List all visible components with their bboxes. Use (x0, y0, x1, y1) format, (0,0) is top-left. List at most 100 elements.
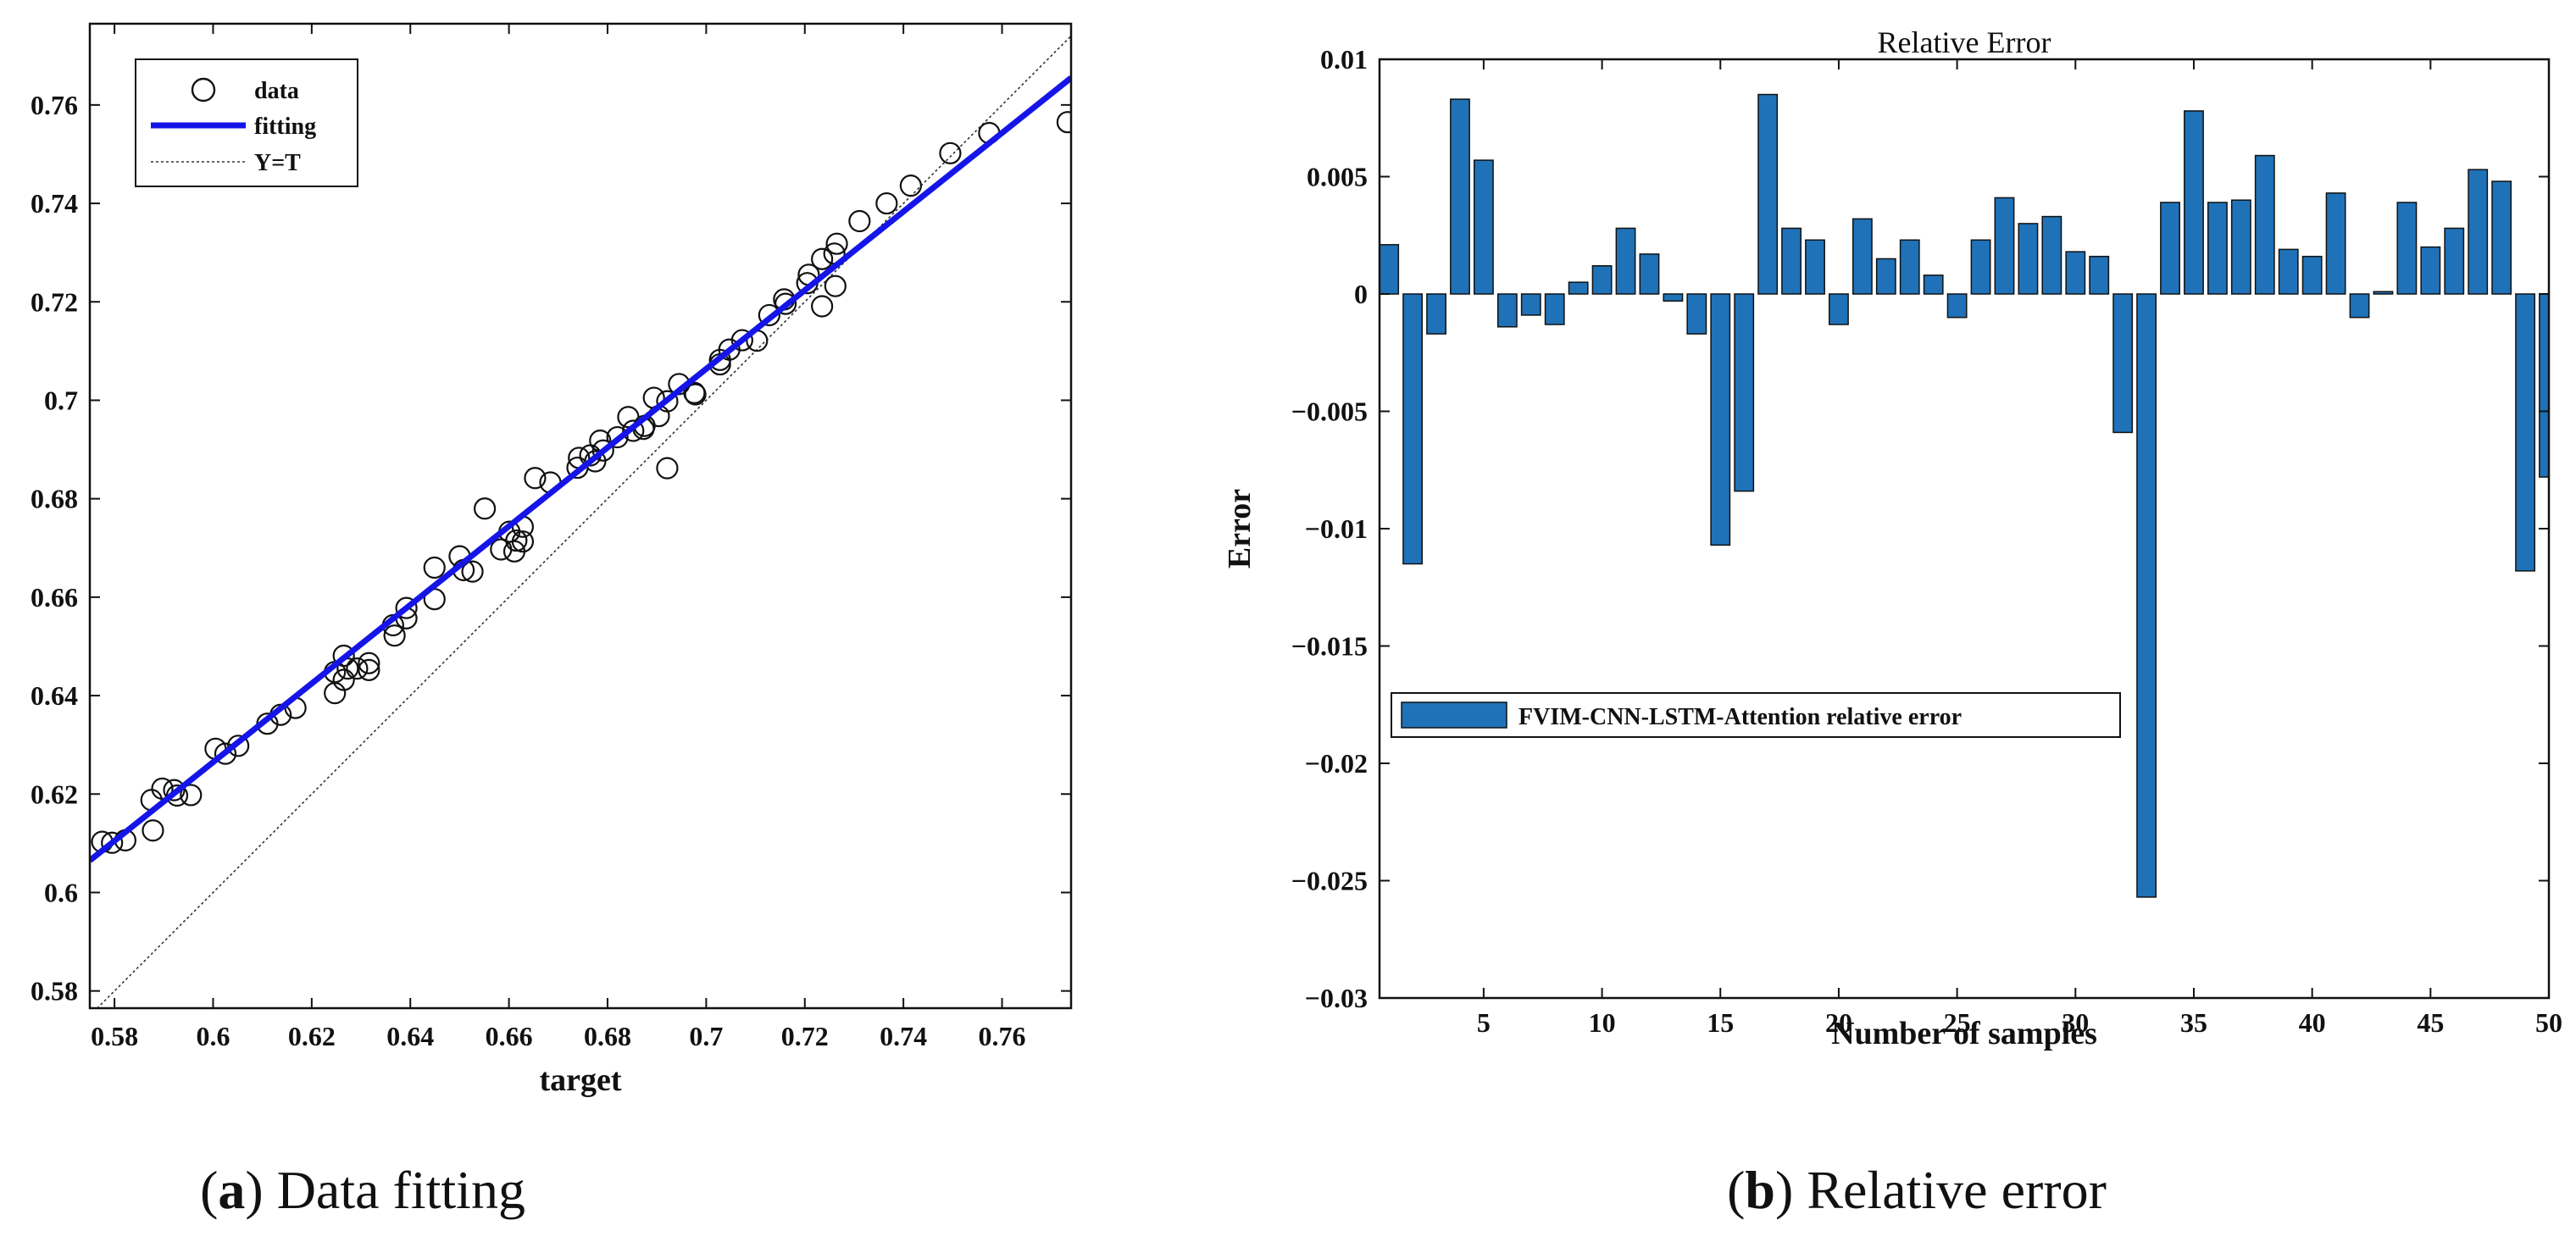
caption-a: (a) Data fitting (200, 1160, 525, 1220)
data-point-76 (875, 191, 898, 215)
x-tick-label-b: 10 (1589, 1007, 1616, 1038)
error-bar-50 (2539, 293, 2549, 478)
y-tick-label-a: 0.72 (31, 286, 78, 317)
x-tick-label-a: 0.74 (880, 1021, 927, 1051)
error-bar-22 (1875, 258, 1896, 295)
x-tick-label-a: 0.76 (979, 1021, 1026, 1051)
y-tick-label-a: 0.76 (31, 90, 78, 120)
data-point-65 (758, 303, 780, 327)
error-bar-39 (2278, 248, 2299, 295)
data-point-74 (825, 232, 848, 255)
plot-area-a (90, 24, 1071, 1008)
data-point-77 (899, 175, 922, 197)
y-tick-label-b: −0.02 (1305, 748, 1368, 779)
data-point-5 (142, 819, 164, 842)
x-tick-label-b: 35 (2180, 1007, 2207, 1038)
error-bar-35 (2184, 110, 2204, 295)
legend-label-fitting: fitting (254, 114, 316, 140)
axis-ticks-a: 0.58 0.6 0.62 0.64 0.66 0.68 0.7 0.72 0.74 0.76 0.… (31, 24, 1071, 1051)
legend-a: data fitting Y=T (135, 58, 358, 187)
data-point-56 (656, 390, 679, 413)
error-bar-4 (1450, 98, 1470, 295)
error-bar-38 (2254, 154, 2275, 295)
y-tick-label-a: 0.62 (31, 779, 78, 809)
y-tick-label-b: −0.01 (1305, 513, 1368, 544)
error-bar-46 (2444, 227, 2465, 295)
data-point-47 (591, 439, 614, 462)
error-bar-9 (1568, 281, 1589, 295)
error-bar-48 (2491, 180, 2512, 295)
error-bar-13 (1663, 293, 1684, 302)
y-tick-label-a: 0.68 (31, 484, 78, 514)
x-tick-label-a: 0.64 (386, 1021, 434, 1051)
error-bar-5 (1473, 159, 1494, 295)
y-tick-label-a: 0.7 (44, 385, 78, 415)
legend-swatch-b (1401, 701, 1507, 729)
x-tick-label-b: 25 (1944, 1007, 1971, 1038)
data-point-55 (656, 457, 679, 480)
error-bar-21 (1852, 218, 1873, 295)
y-tick-label-b: −0.015 (1291, 631, 1368, 662)
error-bar-1 (1380, 244, 1400, 295)
caption-a-text: Data fitting (264, 1160, 525, 1220)
legend-box-b (1391, 692, 2121, 738)
y-tick-label-b: 0.01 (1320, 44, 1368, 75)
data-point-70 (811, 247, 834, 270)
data-point-63 (730, 329, 753, 352)
caption-b-text: Relative error (1793, 1160, 2107, 1220)
caption-a-letter: a (218, 1160, 245, 1220)
plot-area-b (1380, 59, 2549, 998)
error-bar-20 (1829, 293, 1849, 325)
error-bar-14 (1686, 293, 1707, 335)
x-tick-label-b: 50 (2535, 1007, 2562, 1038)
error-bar-24 (1923, 274, 1944, 295)
error-bar-31 (2089, 255, 2110, 295)
x-tick-label-a: 0.66 (486, 1021, 533, 1051)
error-bar-41 (2325, 192, 2346, 295)
data-point-67 (774, 292, 797, 315)
data-point-9 (180, 784, 203, 807)
y-tick-label-b: −0.025 (1291, 866, 1368, 896)
x-tick-label-b: 15 (1707, 1007, 1734, 1038)
error-bar-42 (2349, 293, 2370, 319)
error-bar-37 (2230, 199, 2251, 295)
data-point-21 (346, 657, 369, 680)
error-bar-8 (1544, 293, 1565, 325)
data-point-19 (332, 668, 355, 691)
error-bar-25 (1946, 293, 1968, 319)
error-bar-44 (2396, 202, 2418, 295)
error-bar-15 (1710, 293, 1731, 546)
data-point-78 (939, 141, 962, 164)
data-point-11 (214, 742, 237, 765)
x-axis-label-b: Number of samples (1831, 1016, 2097, 1051)
error-bar-33 (2136, 293, 2157, 898)
error-bar-16 (1734, 293, 1755, 492)
data-point-25 (383, 624, 406, 647)
data-point-80 (1056, 111, 1071, 134)
y-tick-label-b: 0 (1354, 279, 1368, 309)
error-bar-40 (2301, 255, 2323, 295)
fitting-line (90, 75, 1071, 863)
data-point-50 (622, 419, 645, 442)
x-tick-label-b: 45 (2417, 1007, 2444, 1038)
x-tick-label-a: 0.72 (781, 1021, 829, 1051)
x-tick-label-b: 40 (2299, 1007, 2326, 1038)
error-bar-43 (2373, 291, 2394, 295)
error-bar-29 (2041, 215, 2062, 295)
error-bar-34 (2160, 202, 2180, 295)
error-bar-2 (1402, 293, 1424, 565)
y-tick-label-a: 0.74 (31, 188, 78, 219)
error-bar-17 (1757, 93, 1779, 295)
data-point-23 (358, 658, 380, 681)
identity-line (96, 35, 1071, 1008)
error-bar-36 (2207, 202, 2228, 295)
error-bar-10 (1591, 265, 1613, 295)
error-bar-27 (1994, 197, 2015, 295)
error-bar-49 (2515, 293, 2535, 572)
error-bar-11 (1615, 227, 1636, 295)
axes-box-a (88, 22, 1073, 1010)
data-point-75 (848, 209, 871, 233)
legend-label-b: FVIM-CNN-LSTM-Attention relative error (1518, 704, 1962, 730)
error-bar-6 (1496, 293, 1518, 328)
data-point-6 (151, 777, 174, 800)
